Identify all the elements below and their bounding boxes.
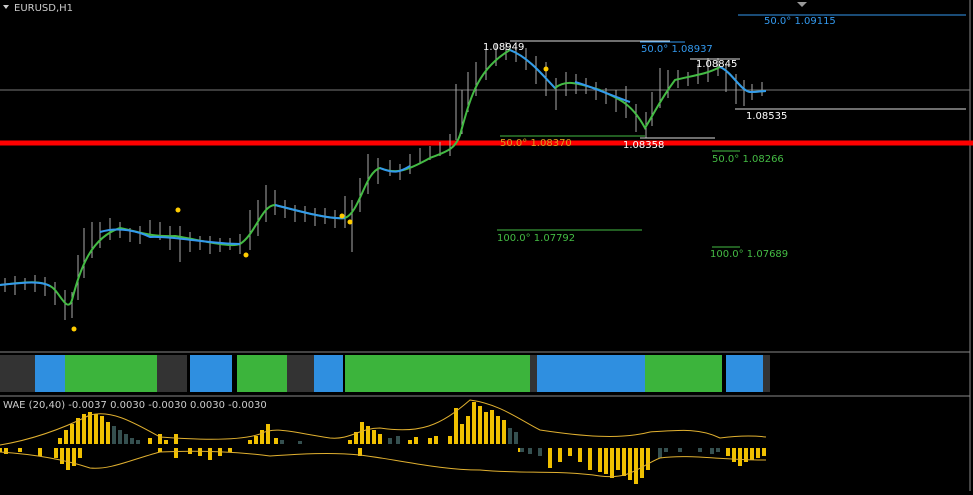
fractal-dots (71, 66, 549, 332)
trend-line-up (0, 48, 767, 306)
trend-block (0, 355, 35, 392)
fractal-dot (175, 207, 181, 213)
price-label: 1.08845 (696, 59, 737, 70)
window-menu-arrow[interactable] (3, 5, 9, 9)
wae-explosion-line (0, 399, 767, 446)
wae-dead-bars (112, 426, 720, 458)
trend-block (530, 355, 537, 392)
trend-block (645, 355, 722, 392)
wae-label: WAE (20,40) -0.0037 0.0030 -0.0030 0.003… (3, 400, 267, 411)
shift-marker (797, 2, 807, 7)
trend-block (537, 355, 645, 392)
trend-block (65, 355, 157, 392)
fibo-label: 50.0° 1.09115 (764, 16, 836, 27)
trend-block (287, 355, 314, 392)
trend-block (726, 355, 763, 392)
trend-block (763, 355, 770, 392)
fractal-dot (243, 252, 249, 258)
fractal-dot (339, 213, 345, 219)
fibo-label: 100.0° 1.07689 (710, 249, 788, 260)
trend-block (190, 355, 232, 392)
wae-bars (0, 402, 766, 484)
symbol-label: EURUSD,H1 (14, 3, 73, 14)
trend-block (314, 355, 343, 392)
fibo-label: 50.0° 1.08370 (500, 138, 572, 149)
fibo-label: 50.0° 1.08937 (641, 44, 713, 55)
trend-block (157, 355, 187, 392)
trend-block (237, 355, 287, 392)
fractal-dot (543, 66, 549, 72)
level-lines (497, 14, 966, 248)
price-label: 1.08535 (746, 111, 787, 122)
trend-line-down (0, 49, 767, 287)
price-label: 1.08358 (623, 140, 664, 151)
trend-block (345, 355, 530, 392)
fractal-dot (347, 219, 353, 225)
fibo-label: 50.0° 1.08266 (712, 154, 784, 165)
price-label: 1.08949 (483, 42, 524, 53)
trend-block (35, 355, 65, 392)
fibo-label: 100.0° 1.07792 (497, 233, 575, 244)
trend-histogram (0, 355, 770, 392)
wae-deadzone-line (0, 450, 767, 478)
fractal-dot (71, 326, 77, 332)
